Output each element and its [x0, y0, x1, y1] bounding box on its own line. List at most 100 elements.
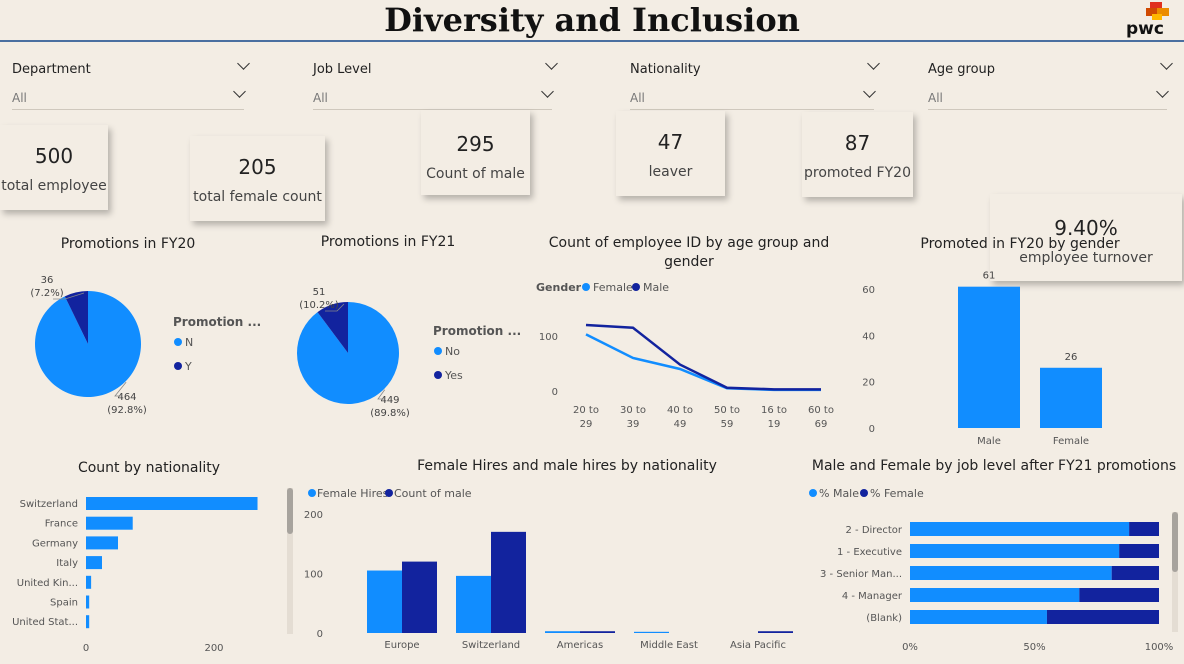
nationality-bar[interactable]	[86, 516, 133, 530]
pie-leader-line	[114, 381, 127, 397]
kpi-value: 9.40%	[1054, 216, 1118, 240]
filter-value[interactable]: All	[12, 91, 27, 105]
legend-entry[interactable]: % Female	[870, 487, 924, 500]
filter-label: Job Level	[313, 62, 372, 77]
bar-value-label: 61	[983, 271, 996, 282]
kpi-value: 295	[456, 132, 495, 156]
filter-department[interactable]: Department All	[12, 57, 250, 114]
kpi-value: 47	[657, 130, 684, 154]
pwc-logo: pwc	[1120, 2, 1170, 39]
nationality-bar[interactable]	[86, 595, 90, 609]
legend-entry[interactable]: Female Hires	[317, 487, 389, 500]
series-line-female[interactable]	[585, 333, 821, 392]
job-level-bar-female[interactable]	[1129, 522, 1159, 536]
pie-slice-yes[interactable]	[317, 302, 348, 353]
pie-value-label: 449	[380, 395, 399, 406]
hires-bar-male[interactable]	[402, 561, 437, 633]
hires-bar-male[interactable]	[580, 631, 615, 633]
y-tick-label: (Blank)	[866, 613, 902, 624]
scrollbar-thumb[interactable]	[1172, 512, 1178, 572]
job-level-bar-male[interactable]	[910, 522, 1130, 536]
filter-underline	[630, 109, 874, 110]
bar-female[interactable]	[1040, 367, 1102, 428]
x-tick-label: 69	[815, 419, 828, 430]
kpi-card: 205 total female count	[190, 136, 325, 221]
x-tick-label: Europe	[384, 640, 419, 651]
kpi-value: 500	[34, 144, 74, 168]
job-level-bar-female[interactable]	[1046, 610, 1159, 624]
x-tick-label: 50 to	[714, 405, 740, 416]
kpi-label: total female count	[193, 189, 322, 205]
y-tick-label: 20	[862, 378, 875, 389]
legend-entry[interactable]: N	[185, 336, 193, 349]
legend-marker	[582, 283, 590, 291]
hires-bar-male[interactable]	[491, 531, 526, 633]
job-level-bar-female[interactable]	[1111, 566, 1159, 580]
kpi-card: 500 total employee	[0, 125, 108, 210]
job-level-bar-male[interactable]	[910, 566, 1112, 580]
legend-marker	[860, 489, 868, 497]
scrollbar-track[interactable]	[287, 488, 293, 634]
x-tick-label: Switzerland	[462, 640, 520, 651]
series-line-male[interactable]	[585, 323, 821, 391]
nationality-bar[interactable]	[86, 615, 90, 629]
legend-entry[interactable]: Yes	[444, 369, 463, 382]
y-tick-label: 60	[862, 285, 875, 296]
hires-bar-female[interactable]	[367, 570, 402, 633]
hires-bar-female[interactable]	[545, 631, 580, 633]
hires-bar-female[interactable]	[456, 575, 491, 633]
job-level-bar-male[interactable]	[910, 544, 1120, 558]
x-tick-label: 20 to	[573, 405, 599, 416]
y-tick-label: 100	[539, 332, 558, 343]
chart-title: Male and Female by job level after FY21 …	[812, 458, 1176, 474]
y-tick-label: 4 - Manager	[842, 591, 903, 602]
bar-male[interactable]	[958, 286, 1020, 428]
legend-entry[interactable]: Y	[184, 360, 192, 373]
legend-entry[interactable]: Female	[593, 281, 633, 294]
x-tick-label: 200	[204, 643, 223, 654]
legend-marker	[308, 489, 316, 497]
legend-entry[interactable]: % Male	[819, 487, 859, 500]
nationality-bar[interactable]	[86, 575, 92, 589]
kpi-label: promoted FY20	[804, 165, 911, 181]
filter-age-group[interactable]: Age group All	[928, 57, 1173, 114]
job-level-bar-female[interactable]	[1119, 544, 1159, 558]
hires-bar-male[interactable]	[758, 631, 793, 633]
y-tick-label: 3 - Senior Man...	[820, 569, 902, 580]
legend-title: Gender	[536, 281, 582, 294]
x-tick-label: 50%	[1023, 642, 1045, 653]
chart-title: Count by nationality	[78, 460, 220, 476]
nationality-bar[interactable]	[86, 497, 258, 510]
pie-slice-n[interactable]	[34, 291, 141, 397]
filter-value[interactable]: All	[313, 91, 328, 105]
legend-entry[interactable]: Count of male	[394, 487, 472, 500]
filter-underline	[928, 109, 1167, 110]
filter-job-level[interactable]: Job Level All	[313, 57, 558, 114]
filter-nationality[interactable]: Nationality All	[630, 57, 880, 114]
filter-value[interactable]: All	[928, 91, 943, 105]
pie-slice-y[interactable]	[64, 291, 88, 344]
pie-percent-label: (7.2%)	[30, 288, 63, 299]
x-tick-label: 49	[674, 419, 687, 430]
hires-bar-female[interactable]	[634, 631, 669, 633]
job-level-bar-male[interactable]	[910, 610, 1047, 624]
filter-value[interactable]: All	[630, 91, 645, 105]
pie-leader-line	[377, 389, 386, 400]
filter-label: Department	[12, 62, 91, 77]
legend-entry[interactable]: Male	[643, 281, 669, 294]
x-tick-label: 0	[83, 643, 89, 654]
legend-entry[interactable]: No	[445, 345, 460, 358]
nationality-bar[interactable]	[86, 556, 102, 570]
kpi-card: 47 leaver	[616, 111, 725, 196]
job-level-bar-male[interactable]	[910, 588, 1080, 602]
x-tick-label: 100%	[1145, 642, 1174, 653]
y-tick-label: 0	[552, 387, 558, 398]
filter-label: Age group	[928, 62, 996, 77]
y-tick-label: France	[45, 519, 78, 530]
job-level-bar-female[interactable]	[1079, 588, 1159, 602]
scrollbar-thumb[interactable]	[287, 488, 293, 534]
y-tick-label: United Stat...	[12, 617, 78, 628]
nationality-bar[interactable]	[86, 536, 118, 550]
x-tick-label: 19	[768, 419, 781, 430]
